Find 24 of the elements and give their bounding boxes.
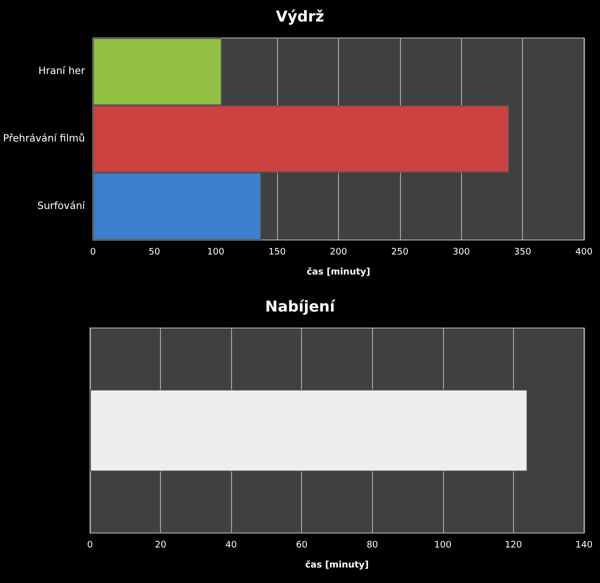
x-tick-label: 400 <box>575 248 593 258</box>
x-tick-label: 0 <box>87 540 94 550</box>
y-tick-label: Surfování <box>37 200 86 212</box>
x-tick-label: 0 <box>90 248 96 258</box>
x-tick-label: 120 <box>504 540 522 550</box>
y-tick-label: Hraní her <box>38 66 86 78</box>
x-tick-label: 200 <box>330 248 348 258</box>
x-tick-label: 150 <box>268 248 286 258</box>
x-tick-label: 100 <box>207 248 225 258</box>
chart-title: Nabíjení <box>265 298 336 316</box>
x-axis-title: čas [minuty] <box>306 266 370 278</box>
x-tick-label: 350 <box>514 248 532 258</box>
x-tick-label: 60 <box>296 540 308 550</box>
x-tick-label: 20 <box>154 540 167 550</box>
x-tick-label: 40 <box>225 540 238 550</box>
x-tick-label: 80 <box>366 540 378 550</box>
x-tick-label: 140 <box>575 540 593 550</box>
y-tick-label: Přehrávání filmů <box>2 132 85 144</box>
x-axis-title: čas [minuty] <box>305 560 369 570</box>
x-tick-label: 300 <box>452 248 470 258</box>
x-tick-label: 50 <box>148 248 160 258</box>
x-tick-label: 250 <box>391 248 409 258</box>
x-tick-label: 100 <box>434 540 452 550</box>
chart-title: Výdrž <box>276 8 324 26</box>
